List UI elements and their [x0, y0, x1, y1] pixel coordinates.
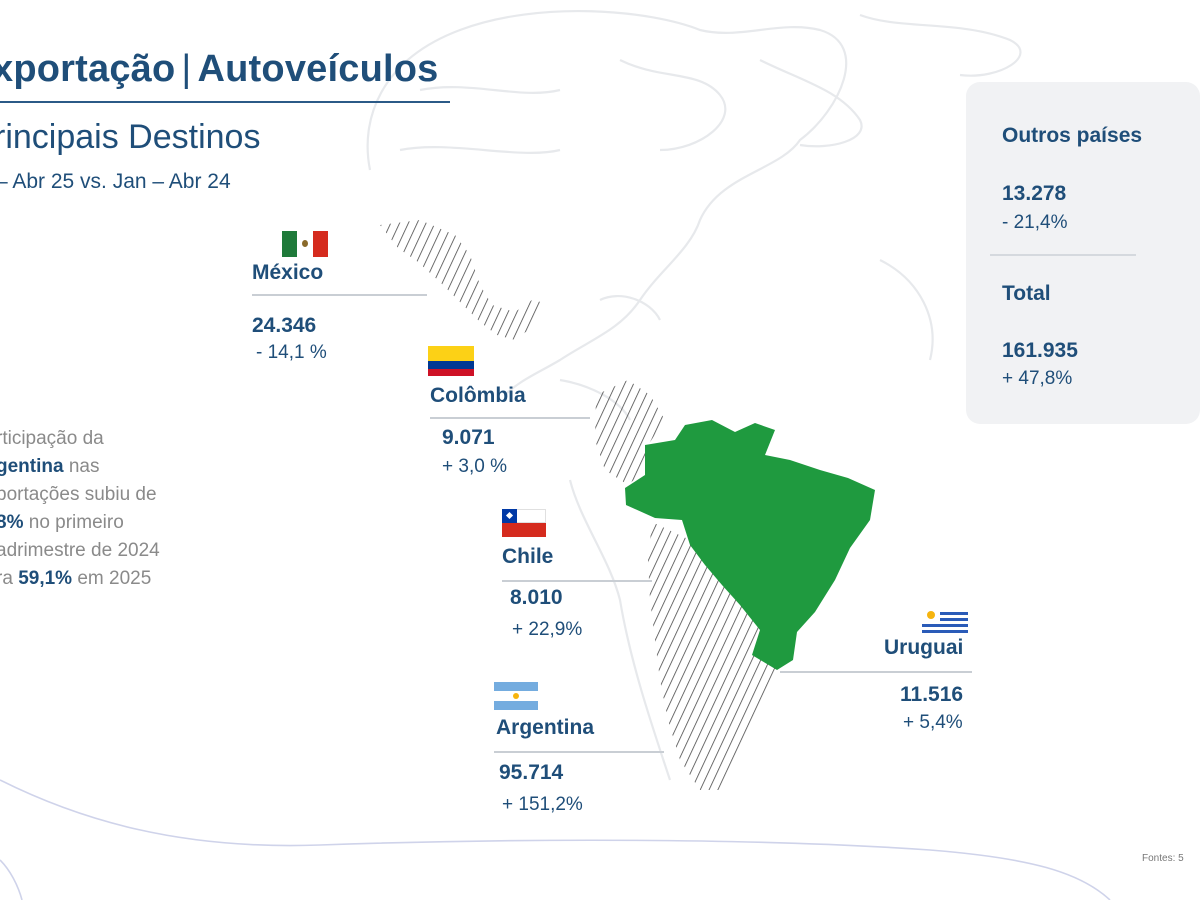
colombia-value: 9.071 [442, 426, 495, 449]
uruguai-change: + 5,4% [903, 712, 963, 733]
argentina-flag-icon [494, 682, 538, 710]
chile-change: + 22,9% [512, 619, 583, 640]
page-subtitle: rincipais Destinos [0, 118, 261, 156]
title-part-autoveiculos: Autoveículos [197, 48, 439, 90]
chile-flag-icon [502, 509, 546, 537]
comparison-period: – Abr 25 vs. Jan – Abr 24 [0, 170, 231, 193]
country-name-argentina: Argentina [496, 716, 595, 739]
argentina-divider [494, 751, 664, 753]
decorative-curves [0, 779, 1111, 900]
uruguai-divider [780, 671, 972, 673]
summary-divider [990, 254, 1136, 256]
title-separator: | [181, 48, 192, 90]
page-title: xportação | Autoveículos [0, 48, 439, 91]
note-line-5: adrimestre de 2024 [0, 540, 160, 561]
uruguai-value: 11.516 [900, 683, 964, 706]
note-line-6: ra 59,1% em 2025 [0, 568, 152, 589]
colombia-region [595, 380, 665, 485]
mexico-region [380, 220, 545, 340]
mexico-value: 24.346 [252, 314, 317, 337]
colombia-flag-icon [428, 346, 474, 376]
colombia-change: + 3,0 % [442, 456, 507, 477]
others-label: Outros países [1002, 124, 1143, 147]
brazil-shape [625, 420, 875, 670]
others-value: 13.278 [1002, 182, 1067, 205]
chile-divider [502, 580, 652, 582]
country-name-chile: Chile [502, 545, 554, 568]
others-change: - 21,4% [1002, 212, 1068, 233]
country-name-colombia: Colômbia [430, 384, 526, 407]
note-line-3: portações subiu de [0, 484, 157, 505]
total-label: Total [1002, 282, 1051, 305]
argentina-value: 95.714 [499, 761, 564, 784]
country-name-uruguai: Uruguai [884, 636, 964, 659]
title-underline [0, 101, 450, 103]
mexico-change: - 14,1 % [256, 342, 327, 363]
summary-card: Outros países 13.278 - 21,4% Total 161.9… [966, 82, 1200, 424]
total-value: 161.935 [1002, 339, 1078, 362]
source-footnote: Fontes: 5 [1142, 853, 1184, 864]
total-change: + 47,8% [1002, 368, 1073, 389]
note-line-4: 8% no primeiro [0, 512, 124, 533]
argentina-share-note: rticipação da gentina nas portações subi… [0, 425, 256, 593]
uruguay-flag-icon [922, 609, 968, 635]
title-part-exportacao: xportação [0, 48, 176, 90]
destination-regions [380, 220, 778, 790]
note-line-1: rticipação da [0, 428, 104, 449]
mexico-divider [252, 294, 427, 296]
chile-value: 8.010 [510, 586, 563, 609]
argentina-change: + 151,2% [502, 794, 583, 815]
country-name-mexico: México [252, 261, 324, 284]
mexico-flag-icon [282, 231, 328, 257]
chile-argentina-region [648, 522, 778, 790]
note-line-2: gentina nas [0, 456, 100, 477]
colombia-divider [430, 417, 590, 419]
